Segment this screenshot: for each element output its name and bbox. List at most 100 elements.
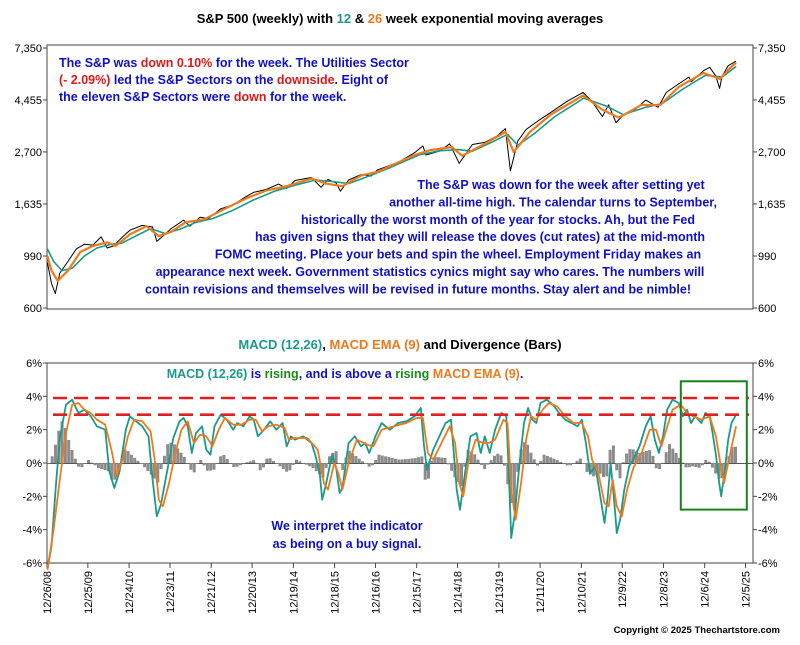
divergence-bar bbox=[664, 452, 668, 463]
divergence-bar bbox=[648, 450, 652, 463]
divergence-bar bbox=[430, 460, 434, 463]
divergence-bar bbox=[687, 463, 691, 468]
commentary-line: has given signs that they will release t… bbox=[255, 230, 705, 244]
divergence-bar bbox=[271, 461, 275, 463]
upper-title-part: & bbox=[351, 11, 368, 26]
x-tick-label: 12/19/14 bbox=[288, 571, 300, 614]
divergence-bar bbox=[212, 463, 216, 470]
divergence-bar bbox=[209, 463, 213, 471]
divergence-bar bbox=[288, 463, 292, 471]
divergence-bar bbox=[301, 463, 305, 464]
status-segment: MACD EMA (9) bbox=[433, 367, 520, 381]
divergence-bar bbox=[186, 463, 190, 464]
divergence-bar bbox=[219, 456, 223, 463]
divergence-bar bbox=[60, 421, 64, 463]
upper-y-tick-label-right: 600 bbox=[758, 303, 776, 315]
x-tick-label: 12/10/21 bbox=[576, 571, 588, 614]
divergence-bar bbox=[704, 460, 708, 463]
upper-y-axis-ticks: 7,350 7,350 4,455 4,455 2,700 2,700 1,635 1,635… bbox=[14, 43, 785, 315]
lower-y-tick-label-left: -6% bbox=[22, 558, 42, 570]
lower-title-part-signal: MACD EMA (9) bbox=[329, 337, 420, 352]
divergence-bar bbox=[512, 463, 516, 510]
copyright: Copyright © 2025 Thechartstore.com bbox=[614, 625, 780, 636]
divergence-bar bbox=[380, 455, 384, 463]
upper-y-tick-label-left: 600 bbox=[24, 303, 42, 315]
divergence-bar bbox=[176, 448, 180, 463]
divergence-bar bbox=[281, 463, 285, 469]
divergence-bar bbox=[390, 457, 394, 463]
divergence-bar bbox=[311, 463, 315, 468]
upper-y-tick-label-right: 1,635 bbox=[758, 199, 786, 211]
x-tick-label: 12/24/10 bbox=[124, 571, 136, 614]
macd-series-group bbox=[46, 398, 737, 570]
divergence-bar bbox=[433, 456, 437, 463]
upper-title-part: week exponential moving averages bbox=[382, 11, 603, 26]
divergence-bar bbox=[559, 461, 563, 463]
divergence-bar bbox=[536, 463, 539, 466]
lower-x-axis-ticks: 12/26/08 12/25/09 12/24/10 12/23/11 12/21/12… bbox=[42, 563, 753, 614]
upper-series-group bbox=[46, 60, 737, 294]
divergence-bar bbox=[410, 458, 414, 463]
divergence-bar bbox=[628, 449, 632, 463]
divergence-bar bbox=[436, 457, 440, 463]
divergence-bar bbox=[532, 459, 536, 463]
divergence-bar bbox=[516, 463, 520, 472]
divergence-bar bbox=[615, 463, 619, 471]
macd-ema-line bbox=[46, 402, 737, 570]
upper-y-tick-label-right: 4,455 bbox=[758, 95, 786, 107]
status-segment: . bbox=[520, 367, 523, 381]
status-segment: rising bbox=[395, 367, 429, 381]
upper-y-tick-label-left: 990 bbox=[24, 251, 42, 263]
status-segment: MACD (12,26) bbox=[167, 367, 248, 381]
divergence-bar bbox=[242, 463, 246, 464]
divergence-bar bbox=[717, 463, 721, 479]
summary-segment: the eleven S&P Sectors were bbox=[59, 90, 234, 104]
divergence-bar bbox=[549, 457, 553, 463]
divergence-bar bbox=[496, 453, 500, 463]
divergence-bar bbox=[697, 463, 701, 468]
summary-segment: down 0.10% bbox=[141, 56, 213, 70]
divergence-bar bbox=[661, 462, 665, 464]
upper-y-tick-label-right: 2,700 bbox=[758, 147, 786, 159]
x-tick-label: 12/20/13 bbox=[247, 571, 259, 614]
divergence-bar bbox=[196, 463, 199, 464]
divergence-bar bbox=[285, 463, 289, 472]
divergence-bar bbox=[446, 463, 450, 465]
divergence-bar bbox=[397, 459, 401, 463]
lower-y-tick-label-right: -6% bbox=[758, 558, 778, 570]
divergence-bar bbox=[318, 463, 322, 475]
commentary-line: FOMC meeting. Place your bets and spin t… bbox=[215, 248, 701, 262]
divergence-bar bbox=[460, 463, 463, 487]
divergence-bar bbox=[585, 463, 589, 472]
signal-text-line-1: We interpret the indicator bbox=[271, 519, 422, 533]
divergence-bar bbox=[162, 455, 166, 463]
x-tick-label: 12/9/22 bbox=[617, 571, 629, 608]
divergence-bar bbox=[205, 463, 209, 471]
divergence-bar bbox=[701, 463, 704, 466]
divergence-bar bbox=[77, 463, 81, 467]
divergence-bar bbox=[67, 440, 71, 463]
lower-y-tick-label-right: -4% bbox=[758, 525, 778, 537]
summary-segment: downside bbox=[277, 73, 335, 87]
divergence-bar bbox=[123, 449, 127, 463]
divergence-bar bbox=[384, 456, 388, 463]
lower-y-tick-label-right: -2% bbox=[758, 491, 778, 503]
summary-segment: for the week. bbox=[267, 90, 347, 104]
divergence-bar bbox=[427, 463, 430, 479]
commentary-line: The S&P was down for the week after sett… bbox=[417, 178, 705, 192]
divergence-bar bbox=[308, 463, 312, 467]
divergence-bar bbox=[684, 463, 688, 468]
upper-y-tick-label-right: 990 bbox=[758, 251, 776, 263]
divergence-bar bbox=[100, 463, 104, 470]
divergence-bar bbox=[50, 456, 54, 463]
divergence-bar bbox=[730, 447, 734, 463]
reference-lines bbox=[53, 396, 749, 416]
upper-y-tick-label-left: 4,455 bbox=[14, 95, 42, 107]
divergence-bar bbox=[202, 463, 206, 466]
divergence-bar bbox=[582, 463, 586, 464]
divergence-bar bbox=[262, 463, 265, 468]
divergence-bar bbox=[671, 448, 675, 463]
divergence-bar bbox=[611, 445, 615, 463]
divergence-bar bbox=[275, 463, 279, 464]
